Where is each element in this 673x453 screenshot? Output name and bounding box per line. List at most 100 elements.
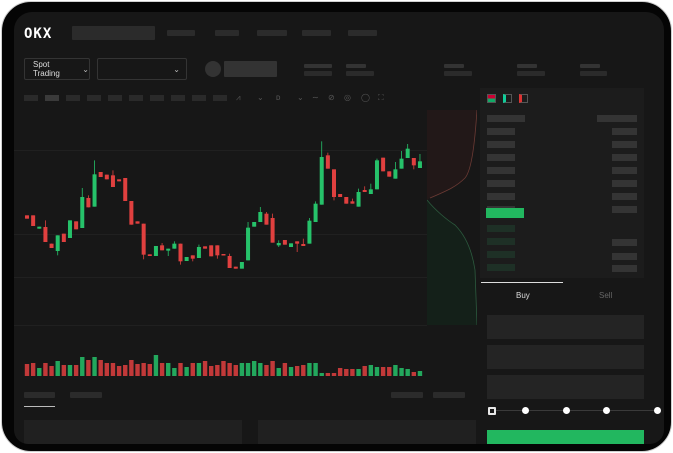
stat-value — [304, 71, 332, 76]
timeframe-button[interactable] — [192, 95, 206, 101]
slider-mark[interactable] — [654, 407, 661, 414]
filter-button[interactable] — [391, 392, 423, 398]
candle — [411, 158, 416, 166]
nav-item[interactable] — [302, 30, 331, 36]
candle — [270, 218, 275, 243]
candle — [110, 175, 115, 187]
volume-bar — [24, 364, 30, 376]
nav-item[interactable] — [215, 30, 239, 36]
timeframe-button[interactable] — [213, 95, 227, 101]
volume-bar — [282, 363, 288, 376]
tab-sell[interactable]: Sell — [599, 291, 613, 300]
candle — [319, 157, 324, 205]
candle — [86, 198, 91, 208]
volume-bar — [307, 363, 312, 376]
candle — [147, 254, 152, 256]
timeframe-button[interactable] — [129, 95, 143, 101]
slider-mark[interactable] — [563, 407, 570, 414]
candle — [104, 174, 109, 180]
slider-handle[interactable] — [488, 407, 496, 415]
price-input[interactable] — [487, 315, 644, 339]
tab-open-orders[interactable] — [24, 392, 55, 398]
timeframe-button[interactable] — [87, 95, 101, 101]
candle — [123, 178, 128, 201]
camera-icon[interactable]: ◯ — [361, 93, 370, 102]
stat-label — [444, 64, 464, 68]
volume-bar — [380, 367, 386, 376]
filter-button[interactable] — [433, 392, 465, 398]
candle — [239, 262, 244, 269]
nav-item[interactable] — [348, 30, 377, 36]
search-bar[interactable] — [72, 26, 155, 40]
volume-bar — [159, 363, 165, 376]
volume-bar — [141, 363, 146, 376]
timeframe-button[interactable] — [171, 95, 185, 101]
volume-bar — [37, 368, 42, 376]
ask-price — [487, 141, 515, 148]
nav-item[interactable] — [257, 30, 287, 36]
percent-slider[interactable] — [492, 410, 658, 411]
drawing-icon[interactable]: ᴅ — [276, 93, 281, 102]
candle — [350, 201, 355, 204]
nav-item[interactable] — [167, 30, 195, 36]
candle — [258, 212, 263, 222]
tab-buy[interactable]: Buy — [516, 291, 530, 300]
candle — [344, 197, 349, 204]
candle — [166, 248, 171, 251]
ask-price — [487, 128, 515, 135]
chevron-down-icon[interactable]: ⌄ — [297, 93, 304, 102]
fullscreen-icon[interactable]: ⛶ — [378, 93, 384, 102]
indicator-icon[interactable]: ⩘ — [236, 93, 241, 102]
candle — [307, 220, 312, 244]
settings-icon[interactable]: ◎ — [344, 93, 351, 102]
bid-price — [487, 238, 515, 245]
candle — [252, 222, 257, 227]
slider-mark[interactable] — [522, 407, 529, 414]
candle — [264, 213, 269, 225]
volume-bar — [86, 360, 91, 376]
candle — [405, 148, 410, 158]
orderbook-both-icon[interactable] — [487, 94, 496, 103]
candle — [295, 241, 300, 244]
line-icon[interactable]: ∼ — [312, 93, 319, 102]
volume-bar — [239, 363, 245, 376]
orderbook-header — [597, 115, 637, 122]
bid-size — [612, 265, 637, 272]
volume-bar — [92, 357, 97, 376]
order-book — [480, 88, 644, 278]
candle — [80, 197, 85, 228]
slider-mark[interactable] — [603, 407, 610, 414]
tab-history[interactable] — [70, 392, 102, 398]
ask-size — [612, 167, 637, 174]
volume-bar — [313, 363, 318, 376]
timeframe-button[interactable] — [45, 95, 59, 101]
market-type-dropdown[interactable]: Spot Trading ⌄ — [24, 58, 90, 80]
ask-size — [612, 206, 637, 213]
volume-bar — [61, 365, 67, 376]
timeframe-button[interactable] — [108, 95, 122, 101]
orderbook-buy-icon[interactable] — [503, 94, 512, 103]
candle — [233, 266, 238, 269]
candle — [61, 233, 66, 242]
pen-icon[interactable]: ⊘ — [328, 93, 335, 102]
orderbook-sell-icon[interactable] — [519, 94, 528, 103]
buy-button[interactable] — [487, 430, 644, 444]
amount-input[interactable] — [487, 345, 644, 369]
market-type-label: Spot Trading — [33, 60, 60, 78]
candle — [313, 203, 318, 222]
chart-type-icon[interactable]: ⌄ — [257, 93, 264, 102]
pair-dropdown[interactable]: ⌄ — [97, 58, 187, 80]
candle — [135, 221, 140, 224]
candle — [178, 243, 183, 262]
chart-area[interactable] — [14, 108, 427, 383]
candle — [153, 246, 158, 256]
orders-panel — [24, 420, 242, 444]
timeframe-button[interactable] — [66, 95, 80, 101]
timeframe-button[interactable] — [150, 95, 164, 101]
total-input[interactable] — [487, 375, 644, 399]
volume-bar — [209, 366, 214, 376]
volume-bar — [301, 365, 306, 376]
volume-bar — [227, 363, 232, 376]
timeframe-button[interactable] — [24, 95, 38, 101]
